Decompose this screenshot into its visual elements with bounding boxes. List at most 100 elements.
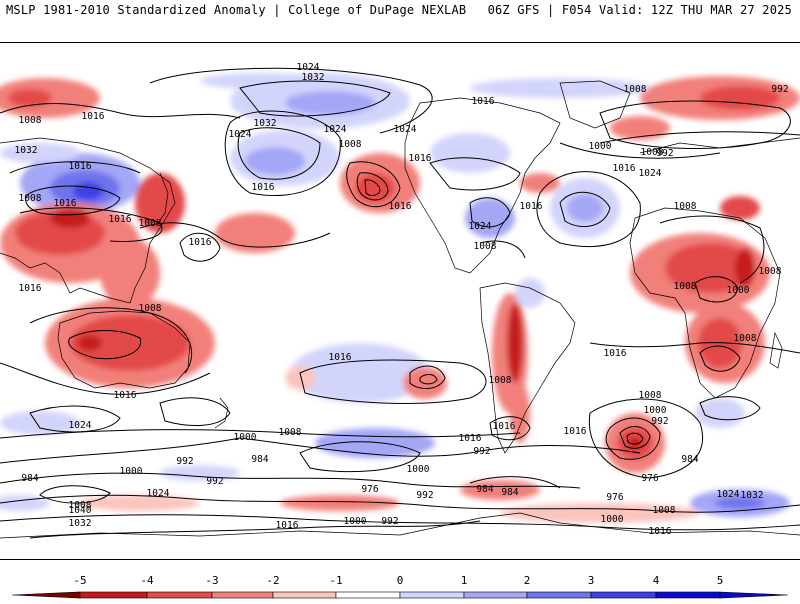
isobar xyxy=(346,161,401,208)
isobar-label: 1024 xyxy=(717,489,740,500)
colorbar-segment xyxy=(79,591,148,599)
isobars xyxy=(0,67,800,539)
isobar xyxy=(699,396,761,421)
colorbar-tick-label: -1 xyxy=(329,574,342,587)
isobar-label: 1032 xyxy=(741,490,764,501)
coastlines xyxy=(0,80,800,539)
isobar xyxy=(559,191,611,228)
anomaly-patch xyxy=(160,465,240,481)
colorbar-ticks: -5 -4 -3 -2 -1 0 1 2 3 4 5 xyxy=(73,574,723,587)
isobar-label: 1016 xyxy=(564,426,587,437)
anomaly-patch xyxy=(73,182,103,200)
coast-asia xyxy=(0,137,176,304)
isobar-label: 992 xyxy=(656,148,673,159)
coast-antarctica xyxy=(0,512,800,539)
anomaly-patch xyxy=(520,173,560,193)
isobar-label: 1000 xyxy=(120,466,143,477)
isobar xyxy=(239,80,391,117)
isobar xyxy=(159,397,231,426)
isobar xyxy=(237,127,321,180)
isobar-label: 1008 xyxy=(139,303,162,314)
isobar xyxy=(626,432,644,445)
anomaly-map: 1024 1032 1016 1008 1016 992 1008 1024 1032 1024 1… xyxy=(0,42,800,560)
anomaly-patch xyxy=(700,86,780,110)
isobar-label: 1016 xyxy=(114,390,137,401)
isobar xyxy=(39,485,111,504)
anomaly-patch xyxy=(100,238,160,308)
isobar-label: 976 xyxy=(606,492,623,503)
anomaly-shading xyxy=(0,73,800,523)
isobar-label: 1016 xyxy=(82,111,105,122)
anomaly-patch xyxy=(628,437,642,449)
isobar-label: 992 xyxy=(651,416,668,427)
isobar xyxy=(419,374,438,385)
anomaly-patch xyxy=(507,303,523,383)
anomaly-patch xyxy=(695,398,745,428)
isobar xyxy=(599,131,800,144)
isobar-label: 1016 xyxy=(252,182,275,193)
isobar-label: 1024 xyxy=(324,124,347,135)
isobar-label: 1000 xyxy=(234,432,257,443)
anomaly-patch xyxy=(80,495,200,511)
isobar-label: 1024 xyxy=(297,62,320,73)
isobar-label: 1016 xyxy=(520,201,543,212)
colorbar-tick-label: -4 xyxy=(140,574,154,587)
isobar xyxy=(0,103,241,119)
isobar-label: 1008 xyxy=(624,84,647,95)
anomaly-patch xyxy=(70,315,190,371)
isobar-label: 1024 xyxy=(69,420,92,431)
isobar-label: 1000 xyxy=(344,516,367,527)
coast-australia xyxy=(57,310,191,389)
colorbar-tick-label: 4 xyxy=(653,574,660,587)
colorbar-tick-label: -5 xyxy=(73,574,86,587)
colorbar-segment xyxy=(211,591,274,599)
coast-madagascar xyxy=(769,331,783,369)
colorbar-segment xyxy=(655,591,721,599)
isobar-label: 1040 xyxy=(69,505,92,516)
isobar-label: 1008 xyxy=(69,500,92,511)
model-valid-time: 06Z GFS | F054 Valid: 12Z THU MAR 27 202… xyxy=(487,3,792,17)
isobar xyxy=(588,398,704,479)
isobar xyxy=(489,416,531,441)
isobar-label: 1008 xyxy=(639,390,662,401)
colorbar-tick-label: 0 xyxy=(397,574,404,587)
isobar-label: 1016 xyxy=(109,214,132,225)
anomaly-patch xyxy=(430,133,510,173)
anomaly-patch xyxy=(500,503,700,523)
anomaly-patch xyxy=(735,248,755,288)
isobar-label: 1000 xyxy=(589,141,612,152)
coast-south-america xyxy=(479,282,576,454)
isobar-label: 1016 xyxy=(604,348,627,359)
colorbar-tick-label: 2 xyxy=(524,574,531,587)
anomaly-patch xyxy=(715,497,765,509)
isobar-label: 1016 xyxy=(329,352,352,363)
isobar-label: 1032 xyxy=(69,518,92,529)
isobar-label: 1008 xyxy=(339,139,362,150)
colorbar: -5 -4 -3 -2 -1 0 1 2 3 4 5 xyxy=(0,566,800,600)
coast-africa xyxy=(629,207,781,399)
isobar xyxy=(589,342,800,354)
isobar-label: 1024 xyxy=(394,124,417,135)
isobar-label: 1008 xyxy=(734,333,757,344)
isobar-labels: 1024103210161008101699210081024103210241… xyxy=(15,62,789,537)
anomaly-patch xyxy=(510,383,530,443)
colorbar-tick-label: 3 xyxy=(588,574,595,587)
anomaly-patch xyxy=(720,196,760,220)
anomaly-patch xyxy=(515,278,545,308)
isobar xyxy=(619,426,651,449)
isobar xyxy=(659,215,765,284)
colorbar-segment xyxy=(335,591,401,599)
isobar xyxy=(139,222,331,248)
isobar xyxy=(68,330,142,360)
isobar-label: 992 xyxy=(206,476,223,487)
isobar-label: 1024 xyxy=(147,488,170,499)
isobar-label: 1016 xyxy=(409,153,432,164)
isobar xyxy=(479,240,526,259)
isobar-label: 992 xyxy=(381,516,398,527)
isobar xyxy=(9,161,141,174)
isobar-label: 1000 xyxy=(601,514,624,525)
colorbar-segments xyxy=(11,591,789,599)
isobar-label: 992 xyxy=(473,446,490,457)
isobar xyxy=(536,171,641,248)
anomaly-patch xyxy=(78,335,102,351)
